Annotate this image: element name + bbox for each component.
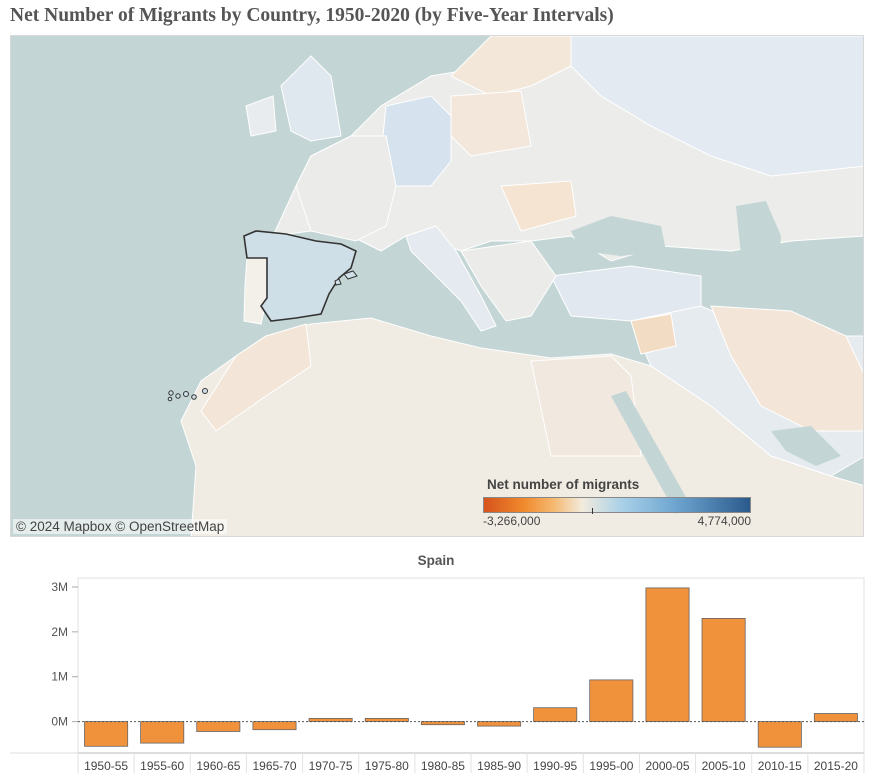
x-tick-label: 1970-75 — [309, 759, 353, 773]
france[interactable] — [295, 135, 397, 242]
great-britain[interactable] — [280, 55, 342, 142]
y-tick-label: 2M — [51, 625, 68, 639]
black-sea — [571, 216, 666, 256]
y-tick-label: 1M — [51, 670, 68, 684]
bar-1965-70[interactable] — [252, 721, 297, 731]
canary-island[interactable] — [175, 393, 181, 399]
x-tick-label: 2015-20 — [814, 759, 858, 773]
canary-island[interactable] — [191, 394, 197, 400]
ireland[interactable] — [245, 95, 277, 137]
map-attribution[interactable]: © 2024 Mapbox © OpenStreetMap — [13, 519, 228, 534]
legend-zero-tick — [592, 508, 593, 514]
bar-1950-55[interactable] — [84, 721, 129, 747]
red-sea — [611, 391, 691, 514]
morocco[interactable] — [200, 323, 312, 432]
bar-2010-15[interactable] — [757, 721, 802, 748]
syria[interactable] — [630, 313, 677, 355]
romania[interactable] — [500, 180, 577, 232]
balearic-island-small[interactable] — [334, 278, 342, 286]
x-tick-label: 1980-85 — [421, 759, 465, 773]
caspian-sea — [736, 201, 781, 306]
x-tick-label: 1995-00 — [589, 759, 633, 773]
poland[interactable] — [450, 90, 532, 157]
x-tick-label: 2010-15 — [758, 759, 802, 773]
spain-selected[interactable] — [243, 230, 357, 322]
bar-1955-60[interactable] — [140, 721, 185, 744]
legend-max-label: 4,774,000 — [697, 514, 751, 528]
canary-island[interactable] — [183, 391, 189, 397]
x-tick-label: 1975-80 — [365, 759, 409, 773]
portugal[interactable] — [243, 257, 268, 325]
x-tick-label: 1955-60 — [140, 759, 184, 773]
russia[interactable] — [570, 36, 864, 177]
bar-1960-65[interactable] — [196, 721, 241, 732]
bar-1985-90[interactable] — [477, 721, 522, 727]
migration-map[interactable]: © 2024 Mapbox © OpenStreetMap Net number… — [10, 35, 864, 537]
bar-1970-75[interactable] — [308, 717, 353, 722]
x-tick-label: 2005-10 — [702, 759, 746, 773]
iran[interactable] — [710, 305, 864, 432]
bar-2005-10[interactable] — [701, 618, 746, 722]
x-tick-label: 1950-55 — [84, 759, 128, 773]
canary-island[interactable] — [202, 388, 208, 394]
balearic-islands[interactable] — [343, 270, 358, 280]
legend-title: Net number of migrants — [487, 477, 640, 492]
bar-1975-80[interactable] — [364, 717, 409, 722]
canary-island[interactable] — [167, 396, 173, 402]
bar-2000-05[interactable] — [645, 587, 690, 722]
x-tick-label: 1985-90 — [477, 759, 521, 773]
bar-1990-95[interactable] — [533, 707, 578, 722]
map-canvas[interactable] — [11, 36, 864, 537]
x-tick-label: 1960-65 — [196, 759, 240, 773]
legend-color-ramp — [483, 497, 751, 514]
color-legend: Net number of migrants -3,266,000 4,774,… — [477, 477, 751, 528]
canary-island[interactable] — [168, 390, 174, 396]
legend-min-label: -3,266,000 — [483, 514, 541, 528]
y-tick-label: 0M — [51, 715, 68, 729]
y-tick-label: 3M — [51, 580, 68, 594]
balkans[interactable] — [460, 240, 557, 322]
x-tick-label: 2000-05 — [645, 759, 689, 773]
spain-bar-chart: 0M 1M 2M 3M 1950-55 1955-60 1960-65 1965-70 1970… — [10, 577, 865, 773]
x-tick-label: 1990-95 — [533, 759, 577, 773]
plot-area — [77, 577, 865, 754]
bar-2015-20[interactable] — [813, 713, 858, 723]
persian-gulf — [771, 426, 841, 466]
page-title: Net Number of Migrants by Country, 1950-… — [10, 5, 614, 26]
italy[interactable] — [405, 225, 497, 332]
chart-title: Spain — [417, 553, 455, 568]
x-tick-label: 1965-70 — [252, 759, 296, 773]
bar-1995-00[interactable] — [589, 679, 634, 723]
